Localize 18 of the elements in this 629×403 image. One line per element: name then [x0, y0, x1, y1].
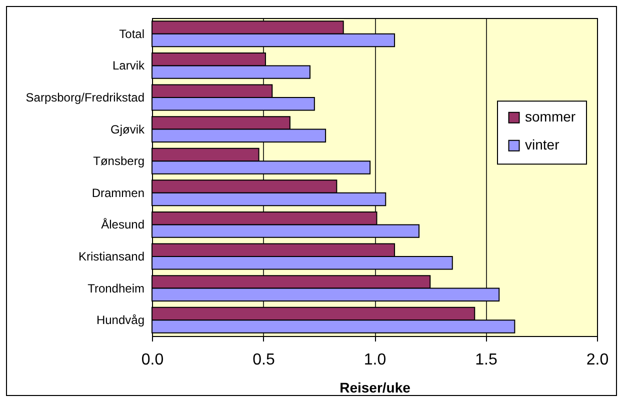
x-tick-label: 1.0 [364, 352, 386, 368]
legend-label: vinter [525, 136, 560, 153]
y-tick-label: Larvik [112, 58, 146, 73]
y-tick-label: Ålesund [101, 218, 144, 232]
x-tick-label: 0.0 [141, 352, 164, 368]
y-tick-label: Hundvåg [96, 313, 144, 328]
legend-label: sommer [525, 108, 576, 125]
y-tick-label: Tønsberg [93, 154, 144, 168]
y-tick-label: Drammen [92, 186, 144, 200]
x-tick-label: 1.5 [475, 352, 498, 368]
y-tick-label: Trondheim [88, 281, 144, 296]
y-tick-label: Kristiansand [78, 250, 144, 264]
x-tick-label: 0.5 [252, 352, 275, 368]
y-tick-label: Gjøvik [110, 122, 146, 136]
y-tick-label: Total [119, 26, 144, 41]
x-tick-label: 2.0 [586, 352, 609, 368]
x-axis-title: Reiser/uke [340, 380, 411, 396]
y-tick-label: Sarpsborg/Fredrikstad [26, 90, 144, 104]
